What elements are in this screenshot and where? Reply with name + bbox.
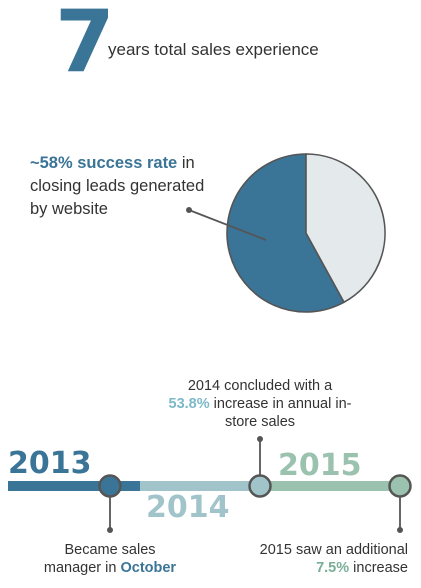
- timeline-bar-2013: [8, 481, 110, 491]
- year-2015: 2015: [278, 448, 362, 483]
- pie-chart: [226, 153, 386, 313]
- note-2014-highlight: 53.8%: [168, 396, 210, 412]
- note-2015-highlight: 7.5%: [316, 560, 350, 576]
- year-2014: 2014: [146, 490, 230, 525]
- note-2013: Became sales manager in October: [42, 541, 178, 577]
- pie-slice-1: [305, 153, 386, 304]
- timeline-bar-2015: [260, 481, 400, 491]
- note-2014: 2014 concluded with a 53.8% increase in …: [160, 377, 360, 431]
- connector-dot-2015: [397, 527, 403, 533]
- pie-slice-0: [226, 153, 346, 313]
- pie-caption: ~58% success rate in closing leads gener…: [30, 152, 220, 221]
- success-rate-highlight: ~58% success rate: [30, 154, 178, 172]
- note-2015: 2015 saw an additional 7.5% increase: [222, 541, 408, 577]
- pie-caption-text: in closing leads generated by website: [30, 154, 205, 218]
- milestone-2014: [248, 474, 272, 498]
- connector-dot-2013: [107, 527, 113, 533]
- years-label: years total sales experience: [108, 40, 319, 59]
- note-2014-suffix: increase in annual in-store sales: [209, 396, 352, 430]
- note-2014-line1: 2014 concluded with a: [187, 378, 333, 394]
- milestone-2015: [388, 474, 412, 498]
- note-2015-text: 2015 saw an additional: [259, 542, 408, 558]
- years-number: 7: [55, 0, 115, 92]
- note-2015-suffix: increase: [349, 560, 408, 576]
- timeline-bar-2013-tail: [110, 481, 140, 491]
- note-2013-text: Became sales manager in: [43, 542, 156, 576]
- pie-connector-dot: [186, 207, 192, 213]
- note-2013-highlight: October: [120, 560, 177, 576]
- timeline-bar-2014: [140, 481, 260, 491]
- year-2013: 2013: [8, 446, 92, 481]
- pie-connector-line: [188, 209, 267, 241]
- milestone-2013: [98, 474, 122, 498]
- connector-dot-2014: [257, 436, 263, 442]
